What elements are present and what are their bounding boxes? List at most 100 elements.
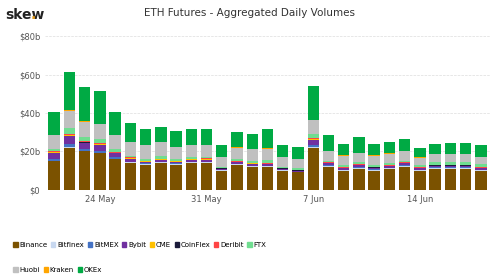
Bar — [216, 167, 228, 168]
Bar — [338, 144, 349, 155]
Bar — [414, 167, 426, 168]
Bar — [277, 169, 288, 170]
Bar — [155, 160, 166, 162]
Bar — [216, 145, 228, 157]
Bar — [308, 147, 319, 148]
Bar — [262, 148, 273, 149]
Bar — [430, 169, 441, 190]
Bar — [246, 167, 258, 190]
Bar — [201, 163, 212, 190]
Bar — [140, 162, 151, 163]
Bar — [322, 151, 334, 160]
Bar — [368, 168, 380, 169]
Bar — [444, 168, 456, 169]
Bar — [246, 149, 258, 161]
Bar — [414, 158, 426, 165]
Bar — [444, 169, 456, 190]
Bar — [124, 156, 136, 157]
Bar — [399, 160, 410, 162]
Bar — [170, 163, 182, 164]
Bar — [460, 167, 471, 168]
Bar — [384, 168, 395, 169]
Bar — [94, 140, 106, 143]
Bar — [64, 147, 75, 148]
Bar — [201, 160, 212, 162]
Bar — [64, 135, 75, 136]
Text: skew: skew — [5, 8, 44, 22]
Bar — [64, 136, 75, 144]
Bar — [368, 165, 380, 167]
Bar — [399, 163, 410, 165]
Bar — [353, 168, 364, 169]
Bar — [353, 162, 364, 164]
Bar — [79, 143, 90, 149]
Bar — [414, 170, 426, 190]
Text: ETH Futures - Aggregated Daily Volumes: ETH Futures - Aggregated Daily Volumes — [144, 8, 356, 18]
Bar — [308, 138, 319, 139]
Bar — [140, 164, 151, 165]
Bar — [186, 129, 197, 145]
Bar — [399, 166, 410, 167]
Bar — [216, 169, 228, 170]
Bar — [444, 143, 456, 154]
Bar — [430, 162, 441, 165]
Bar — [110, 112, 121, 135]
Bar — [201, 129, 212, 145]
Bar — [232, 147, 242, 148]
Bar — [384, 163, 395, 165]
Bar — [64, 128, 75, 134]
Bar — [140, 160, 151, 161]
Bar — [124, 162, 136, 163]
Bar — [48, 161, 60, 190]
Bar — [322, 135, 334, 151]
Bar — [110, 159, 121, 190]
Bar — [262, 165, 273, 166]
Bar — [384, 142, 395, 153]
Bar — [444, 167, 456, 168]
Bar — [414, 168, 426, 170]
Bar — [262, 129, 273, 148]
Bar — [48, 160, 60, 161]
Bar — [444, 162, 456, 165]
Bar — [170, 131, 182, 147]
Bar — [262, 149, 273, 160]
Bar — [353, 169, 364, 190]
Bar — [338, 167, 349, 168]
Bar — [246, 166, 258, 167]
Bar — [246, 165, 258, 166]
Bar — [308, 120, 319, 121]
Bar — [124, 158, 136, 159]
Bar — [201, 157, 212, 158]
Legend: Huobi, Kraken, OKEx: Huobi, Kraken, OKEx — [14, 267, 102, 273]
Bar — [262, 164, 273, 165]
Bar — [140, 163, 151, 164]
Bar — [140, 129, 151, 145]
Bar — [94, 91, 106, 124]
Bar — [292, 169, 304, 170]
Bar — [48, 159, 60, 160]
Bar — [444, 154, 456, 162]
Bar — [232, 163, 242, 164]
Bar — [353, 165, 364, 167]
Bar — [322, 167, 334, 190]
Bar — [201, 145, 212, 157]
Bar — [444, 166, 456, 167]
Bar — [399, 167, 410, 190]
Bar — [277, 170, 288, 190]
Bar — [232, 165, 242, 190]
Bar — [308, 86, 319, 120]
Bar — [124, 157, 136, 158]
Bar — [353, 167, 364, 168]
Bar — [64, 134, 75, 135]
Bar — [475, 167, 486, 168]
Bar — [79, 137, 90, 141]
Bar — [308, 145, 319, 147]
Bar — [246, 161, 258, 163]
Bar — [460, 162, 471, 165]
Bar — [124, 142, 136, 156]
Bar — [170, 162, 182, 163]
Bar — [460, 166, 471, 167]
Bar — [186, 162, 197, 163]
Bar — [48, 149, 60, 151]
Bar — [216, 170, 228, 190]
